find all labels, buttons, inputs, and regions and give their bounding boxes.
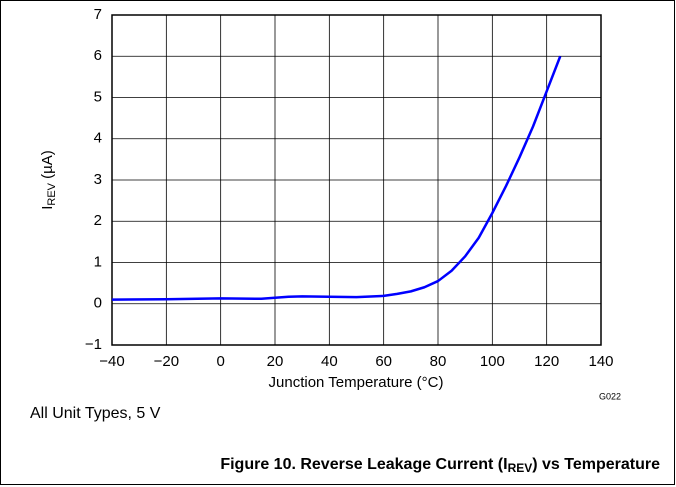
x-tick-label: 140 [588,353,613,370]
x-tick-label: 0 [216,353,224,370]
plot-border [111,14,602,346]
title-subscript: REV [508,461,533,475]
condition-note: All Unit Types, 5 V [30,405,161,422]
ylabel-part: (µA) [39,150,56,183]
y-tick-label: 0 [94,295,102,312]
x-tick-label: −20 [154,353,179,370]
ylabel-part: I [39,206,56,210]
x-tick-label: 100 [480,353,505,370]
y-tick-label: −1 [85,336,102,353]
y-axis-label: IREV (µA) [39,150,58,210]
y-tick-label: 6 [94,47,102,64]
y-tick-label: 3 [94,171,102,188]
x-tick-label: 80 [430,353,447,370]
x-tick-label: 60 [375,353,392,370]
y-tick-label: 4 [94,130,102,147]
x-tick-label: 120 [534,353,559,370]
y-tick-label: 5 [94,88,102,105]
y-tick-label: 1 [94,253,102,270]
x-tick-label: 20 [267,353,284,370]
title-part: Figure 10. Reverse Leakage Current (I [220,456,507,473]
title-part: ) vs Temperature [532,456,660,473]
x-axis-label: Junction Temperature (°C) [269,374,444,391]
x-tick-label: −40 [99,353,124,370]
figure-code: G022 [599,391,621,401]
y-tick-label: 7 [94,6,102,23]
x-tick-label: 40 [321,353,338,370]
y-tick-label: 2 [94,212,102,229]
ylabel-subscript: REV [46,182,58,205]
chart-title: Figure 10. Reverse Leakage Current (IREV… [220,456,660,475]
data-line [111,55,562,301]
